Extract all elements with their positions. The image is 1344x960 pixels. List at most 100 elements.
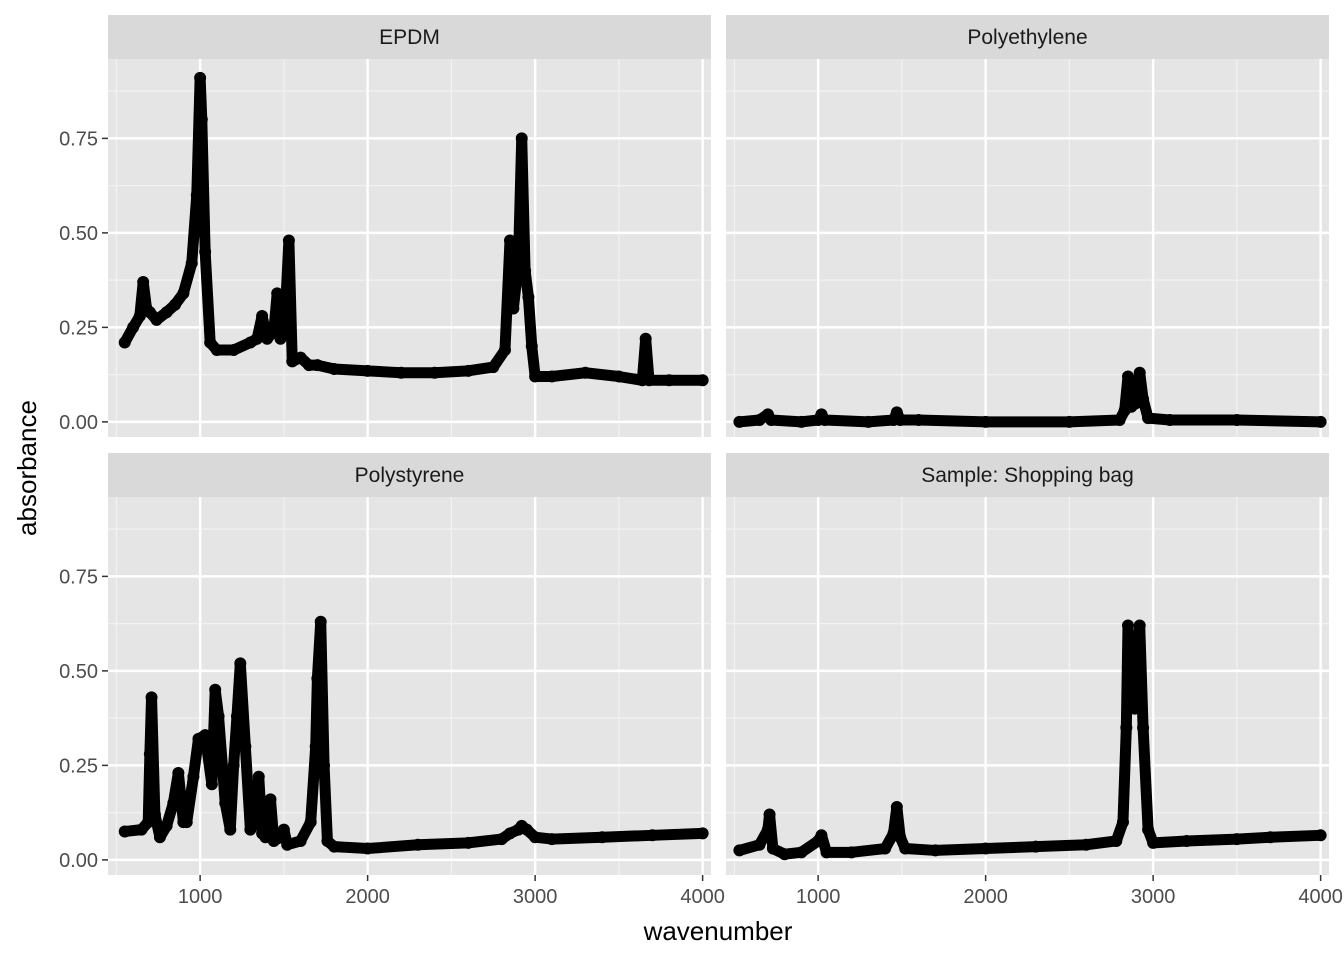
data-point [249,808,262,821]
data-point [515,132,528,145]
data-point [190,189,203,202]
data-point [251,332,264,345]
data-point [309,740,322,753]
data-point [525,340,538,353]
data-point [545,370,558,383]
data-point [1110,834,1123,847]
data-point [529,370,542,383]
data-point [145,691,158,704]
data-point [753,413,766,426]
data-point [504,234,516,247]
data-point [282,234,295,247]
data-point [765,413,778,426]
y-axis-title: absorbance [12,400,42,536]
data-point [160,819,173,832]
panel-2: Polyethylene [726,15,1329,437]
data-point [187,770,200,783]
data-point [663,374,676,387]
data-point [979,842,992,855]
data-point [160,306,173,319]
x-axis-title: wavenumber [643,916,793,946]
data-point [639,332,652,345]
data-point [1122,619,1134,632]
data-point [1128,702,1141,715]
data-point [212,710,225,723]
data-point [766,842,779,855]
data-point [328,840,341,853]
data-point [177,287,190,300]
data-point [304,816,317,829]
data-point [894,413,907,426]
data-point [519,264,532,277]
data-point [411,838,424,851]
data-point [127,321,140,334]
panels-layer: EPDM 0.00 0.25 0.50 0.75 Polyethylene Polystyr… [59,15,1343,908]
data-point [1063,415,1076,428]
panel-strip-title: EPDM [379,26,440,49]
panel-background [726,497,1329,875]
data-point [244,823,257,836]
data-point [1314,829,1327,842]
x-tick-label: 3000 [1131,886,1176,908]
data-point [294,351,307,364]
panel-3: Polystyrene 0.00 0.25 0.50 0.75 1000 2000 3000 4… [59,453,725,908]
data-point [890,800,903,813]
data-point [498,344,511,357]
data-point [899,842,912,855]
data-point [579,366,592,379]
x-tick-label: 2000 [963,886,1008,908]
data-point [199,729,212,742]
data-point [361,842,374,855]
data-point [612,370,625,383]
data-point [395,366,408,379]
data-point [118,336,131,349]
data-point [1147,836,1160,849]
y-tick-label: 0.75 [59,128,98,150]
data-point [271,287,284,300]
data-point [281,838,294,851]
y-tick-label: 0.00 [59,850,98,872]
data-point [795,415,808,428]
data-point [314,615,327,628]
data-point [150,313,163,326]
data-point [1029,840,1042,853]
data-point [1116,816,1129,829]
data-point [696,827,709,840]
panel-strip [108,453,711,497]
panel-background [108,497,711,875]
data-point [194,71,207,84]
panel-4: Sample: Shopping bag 1000 2000 3000 4000 [726,453,1343,908]
data-point [1132,645,1145,658]
data-point [753,838,766,851]
data-point [979,415,992,428]
data-point [545,833,558,846]
data-point [279,302,292,315]
data-point [795,846,808,859]
data-point [252,770,265,783]
y-tick-label: 0.25 [59,755,98,777]
y-tick-label: 0.00 [59,412,98,434]
data-point [210,344,223,357]
data-point [879,842,892,855]
data-point [1137,393,1150,406]
data-point [1122,370,1134,383]
data-series [118,615,709,855]
data-point [239,740,252,753]
x-tick-label: 2000 [345,886,390,908]
panel-strip-title: Sample: Shopping bag [921,464,1134,487]
data-point [761,823,774,836]
data-point [318,759,331,772]
data-point [167,797,180,810]
data-point [172,766,185,779]
panel-strip [108,15,711,59]
data-point [328,362,341,375]
data-point [912,413,925,426]
data-point [1314,415,1327,428]
data-point [205,778,218,791]
data-point [227,759,240,772]
data-point [219,797,232,810]
data-point [818,413,831,426]
data-point [230,710,243,723]
data-point [1113,413,1126,426]
